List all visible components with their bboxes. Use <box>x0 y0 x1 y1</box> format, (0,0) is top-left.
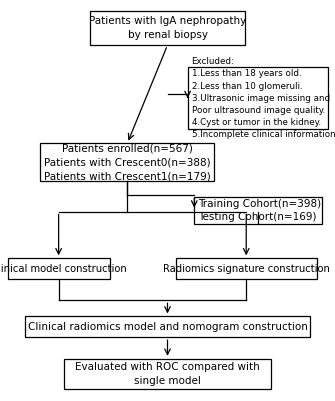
FancyBboxPatch shape <box>25 316 310 337</box>
Text: Patients with IgA nephropathy
by renal biopsy: Patients with IgA nephropathy by renal b… <box>89 16 246 40</box>
Text: Training Cohort(n=398)
Testing Cohort(n=169): Training Cohort(n=398) Testing Cohort(n=… <box>198 199 322 222</box>
FancyBboxPatch shape <box>194 197 322 224</box>
FancyBboxPatch shape <box>64 358 271 389</box>
FancyBboxPatch shape <box>188 67 328 129</box>
Text: Excluded:
1.Less than 18 years old.
2.Less than 10 glomeruli.
3.Ultrasonic image: Excluded: 1.Less than 18 years old. 2.Le… <box>192 57 335 139</box>
FancyBboxPatch shape <box>90 11 245 45</box>
Text: Evaluated with ROC compared with
single model: Evaluated with ROC compared with single … <box>75 362 260 385</box>
Text: Clinical model construction: Clinical model construction <box>0 264 127 273</box>
FancyBboxPatch shape <box>40 144 214 181</box>
Text: Radiomics signature construction: Radiomics signature construction <box>163 264 330 273</box>
FancyBboxPatch shape <box>7 258 110 279</box>
Text: Clinical radiomics model and nomogram construction: Clinical radiomics model and nomogram co… <box>27 322 308 332</box>
FancyBboxPatch shape <box>176 258 317 279</box>
Text: Patients enrolled(n=567)
Patients with Crescent0(n=388)
Patients with Crescent1(: Patients enrolled(n=567) Patients with C… <box>44 144 211 181</box>
